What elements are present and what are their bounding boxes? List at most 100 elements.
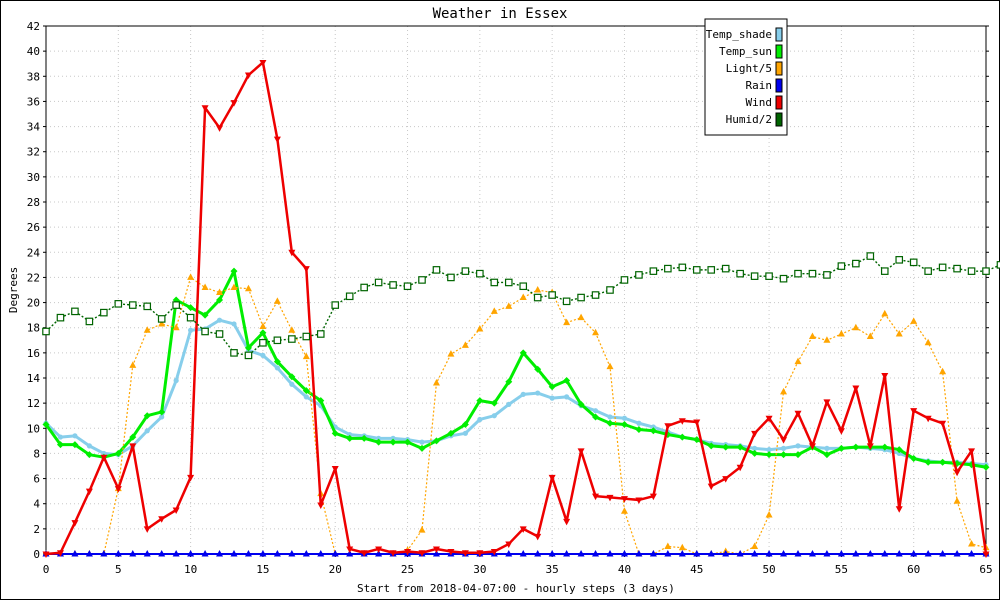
data-point (563, 550, 571, 557)
data-point (780, 451, 788, 459)
data-point (505, 302, 513, 309)
data-point (953, 264, 961, 273)
x-tick-label: 40 (618, 563, 631, 576)
data-point (419, 439, 425, 445)
y-tick-label: 32 (27, 146, 40, 159)
data-point (519, 293, 527, 301)
data-point (347, 431, 353, 438)
y-tick-label: 18 (27, 322, 40, 335)
data-point (693, 419, 701, 426)
data-point (549, 395, 555, 401)
data-point (259, 329, 267, 337)
data-point (85, 317, 94, 326)
data-point (72, 433, 78, 439)
data-point (577, 400, 585, 408)
legend-box (704, 18, 788, 136)
data-point (114, 300, 123, 308)
legend-swatch (775, 61, 783, 76)
data-point (187, 273, 195, 280)
data-point (592, 413, 600, 421)
data-point (548, 291, 556, 299)
data-point (86, 443, 92, 449)
data-point (866, 332, 874, 340)
data-point (244, 72, 252, 80)
data-point (56, 550, 64, 557)
data-point (447, 548, 455, 556)
data-point (188, 327, 194, 333)
data-point (606, 419, 614, 427)
data-point (201, 283, 209, 290)
data-point (563, 377, 571, 385)
data-point (837, 550, 845, 557)
data-point (866, 252, 875, 260)
data-point (982, 551, 990, 558)
data-point (548, 383, 556, 391)
data-point (780, 387, 788, 395)
data-point (230, 283, 238, 290)
data-point (114, 550, 122, 557)
data-point (707, 442, 715, 450)
data-point (548, 550, 556, 557)
y-tick-label: 24 (27, 246, 41, 259)
y-tick-label: 14 (27, 372, 41, 385)
data-point (143, 550, 151, 557)
data-point (114, 486, 122, 493)
data-point (808, 550, 816, 557)
data-point (852, 259, 860, 268)
data-point (779, 274, 788, 283)
data-point (201, 327, 209, 336)
data-point (461, 341, 469, 348)
data-point (924, 338, 932, 346)
data-point (895, 256, 904, 264)
data-point (895, 446, 903, 454)
data-point (751, 542, 759, 549)
data-point (635, 426, 643, 434)
data-point (273, 336, 282, 345)
y-tick-label: 16 (27, 347, 40, 360)
data-point (519, 349, 527, 357)
data-point (375, 550, 383, 557)
data-point (129, 550, 137, 557)
data-point (823, 550, 831, 557)
data-point (794, 451, 802, 459)
data-point (56, 441, 64, 449)
data-point (114, 449, 122, 457)
legend-swatch (775, 112, 783, 127)
data-point (577, 448, 585, 455)
data-point (273, 358, 281, 366)
data-point (317, 550, 325, 557)
data-point (866, 443, 874, 450)
data-point (143, 326, 151, 333)
x-tick-label: 45 (690, 563, 703, 576)
data-point (692, 266, 701, 274)
data-point (288, 550, 296, 557)
data-point (100, 308, 108, 317)
data-point (157, 315, 166, 323)
data-point (910, 454, 918, 462)
data-point (635, 497, 643, 504)
data-point (722, 550, 730, 557)
data-point (520, 391, 526, 397)
data-point (418, 526, 426, 533)
data-point (866, 550, 874, 557)
data-point (795, 443, 801, 449)
data-point (678, 418, 686, 425)
y-tick-label: 0 (33, 548, 40, 561)
data-point (289, 381, 295, 387)
data-point (535, 390, 541, 396)
data-point (722, 476, 730, 483)
data-point (808, 443, 816, 450)
data-point (808, 269, 817, 278)
x-tick-label: 10 (184, 563, 197, 576)
data-point (302, 387, 310, 395)
data-point (534, 365, 542, 373)
data-point (346, 434, 354, 442)
data-point (186, 313, 195, 322)
y-tick-label: 34 (27, 121, 41, 134)
y-tick-label: 4 (33, 498, 40, 511)
legend-swatch (775, 95, 783, 110)
data-point (519, 550, 527, 557)
data-point (447, 350, 455, 357)
